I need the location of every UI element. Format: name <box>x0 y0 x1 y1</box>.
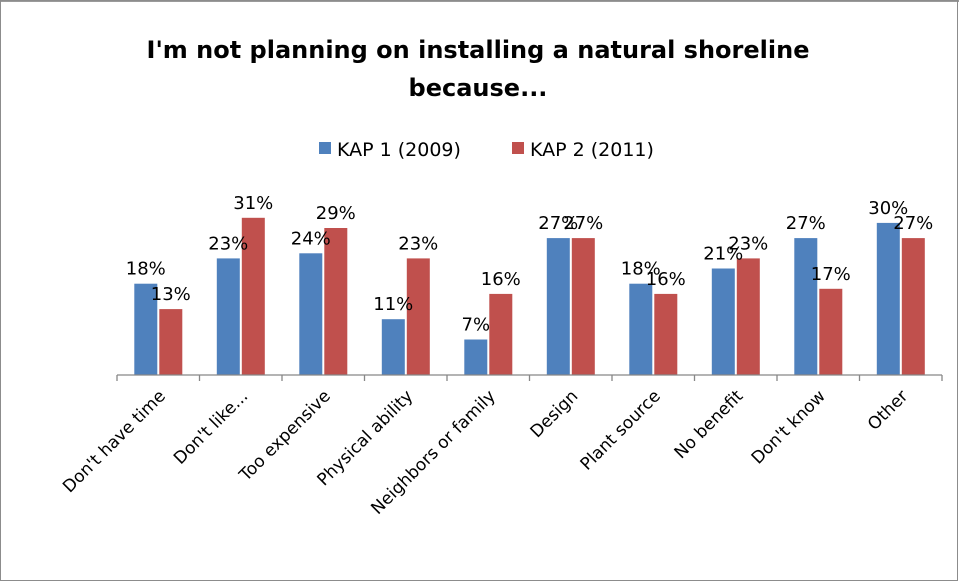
x-axis-ticks <box>116 375 943 381</box>
bars-group <box>134 217 925 375</box>
top-edge-line <box>0 0 959 2</box>
bar-no-benefit-kap1 <box>711 268 735 375</box>
bar-too-expensive-kap1 <box>299 253 323 375</box>
data-label-don-t-have-time-kap2: 13% <box>151 284 191 305</box>
bar-neighbors-or-family-kap2 <box>489 293 513 375</box>
data-label-don-t-like-kap2: 31% <box>233 193 273 214</box>
data-label-no-benefit-kap1: 21% <box>703 244 743 265</box>
data-label-too-expensive-kap1: 24% <box>291 228 331 249</box>
x-tick-label-don-t-like: Don't like... <box>170 386 252 468</box>
data-label-no-benefit-kap2: 23% <box>728 233 768 254</box>
legend-label-kap1: KAP 1 (2009) <box>337 139 461 161</box>
bar-other-kap2 <box>901 238 925 375</box>
legend-swatch-kap1 <box>319 142 331 154</box>
x-tick-label-no-benefit: No benefit <box>671 386 748 463</box>
x-tick-label-other: Other <box>864 386 912 434</box>
data-label-other-kap1: 30% <box>868 198 908 219</box>
bar-neighbors-or-family-kap1 <box>464 339 488 375</box>
bar-no-benefit-kap2 <box>736 258 760 375</box>
bar-don-t-have-time-kap2 <box>159 309 183 375</box>
bar-don-t-know-kap2 <box>819 288 843 375</box>
x-tick-label-design: Design <box>527 386 583 442</box>
data-label-physical-ability-kap1: 11% <box>373 294 413 315</box>
data-label-don-t-know-kap2: 17% <box>811 264 851 285</box>
bar-don-t-like-kap1 <box>216 258 240 375</box>
data-label-too-expensive-kap2: 29% <box>316 203 356 224</box>
data-label-design-kap2: 27% <box>563 213 603 234</box>
bar-don-t-like-kap2 <box>241 217 265 375</box>
bar-too-expensive-kap2 <box>324 228 348 375</box>
bar-design-kap2 <box>571 238 595 375</box>
data-label-other-kap2: 27% <box>893 213 933 234</box>
data-label-don-t-like-kap1: 23% <box>208 233 248 254</box>
data-label-plant-source-kap2: 16% <box>646 269 686 290</box>
data-labels-group: 18%13%23%31%24%29%11%23%7%16%27%27%18%16… <box>126 193 934 336</box>
bar-don-t-know-kap1 <box>794 238 818 375</box>
bar-plant-source-kap2 <box>654 293 678 375</box>
bar-other-kap1 <box>876 222 900 375</box>
bar-plant-source-kap1 <box>629 283 653 375</box>
x-axis-tick-labels: Don't have time Don't like...Too expensiv… <box>59 386 912 519</box>
chart-title-line-1: I'm not planning on installing a natural… <box>147 36 810 64</box>
data-label-neighbors-or-family-kap2: 16% <box>481 269 521 290</box>
legend-swatch-kap2 <box>512 142 524 154</box>
chart-title: I'm not planning on installing a natural… <box>147 36 810 102</box>
data-label-plant-source-kap1: 18% <box>621 259 661 280</box>
bar-don-t-have-time-kap1 <box>134 283 158 375</box>
data-label-physical-ability-kap2: 23% <box>398 233 438 254</box>
data-label-don-t-have-time-kap1: 18% <box>126 259 166 280</box>
chart-legend: KAP 1 (2009) KAP 2 (2011) <box>319 139 654 161</box>
data-label-don-t-know-kap1: 27% <box>786 213 826 234</box>
x-tick-label-don-t-have-time: Don't have time <box>59 386 170 497</box>
chart-title-line-2: because... <box>409 74 548 102</box>
bar-physical-ability-kap1 <box>381 319 405 375</box>
x-tick-label-don-t-know: Don't know <box>748 386 830 468</box>
legend-label-kap2: KAP 2 (2011) <box>530 139 654 161</box>
data-label-neighbors-or-family-kap1: 7% <box>462 315 491 336</box>
data-label-design-kap1: 27% <box>538 213 578 234</box>
x-tick-label-plant-source: Plant source <box>577 386 665 474</box>
bar-physical-ability-kap2 <box>406 258 430 375</box>
bar-design-kap1 <box>546 238 570 375</box>
